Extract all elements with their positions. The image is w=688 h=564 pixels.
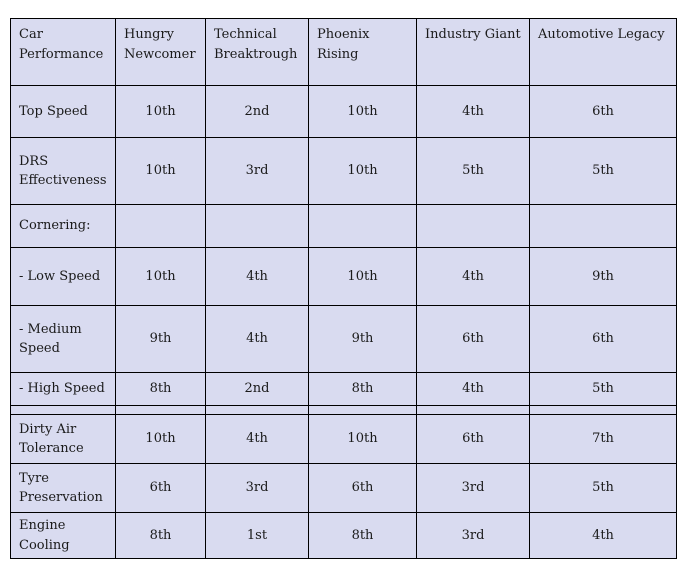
value-cell xyxy=(416,405,530,415)
value-cell: 3rd xyxy=(416,512,530,559)
header-cell-car-performance: Car Performance xyxy=(10,18,116,86)
value-cell: 2nd xyxy=(205,85,309,138)
value-cell: 6th xyxy=(115,463,206,513)
car-performance-table: Car Performance Hungry Newcomer Technica… xyxy=(10,18,677,559)
header-cell-phoenix-rising: Phoenix Rising xyxy=(308,18,417,86)
table-row: Dirty Air Tolerance 10th 4th 10th 6th 7t… xyxy=(10,414,677,464)
value-cell: 10th xyxy=(308,414,417,464)
row-label: - High Speed xyxy=(10,372,116,406)
value-cell xyxy=(529,405,677,415)
value-cell: 7th xyxy=(529,414,677,464)
value-cell: 6th xyxy=(529,85,677,138)
value-cell xyxy=(205,405,309,415)
value-cell: 9th xyxy=(115,305,206,373)
value-cell xyxy=(308,405,417,415)
table-row: DRS Effectiveness 10th 3rd 10th 5th 5th xyxy=(10,137,677,205)
value-cell xyxy=(529,204,677,248)
value-cell: 5th xyxy=(416,137,530,205)
row-label: Dirty Air Tolerance xyxy=(10,414,116,464)
value-cell: 3rd xyxy=(205,137,309,205)
value-cell: 4th xyxy=(205,414,309,464)
value-cell: 5th xyxy=(529,463,677,513)
row-label: - Medium Speed xyxy=(10,305,116,373)
value-cell: 1st xyxy=(205,512,309,559)
value-cell: 10th xyxy=(115,137,206,205)
value-cell: 10th xyxy=(308,85,417,138)
value-cell: 6th xyxy=(416,414,530,464)
value-cell: 2nd xyxy=(205,372,309,406)
value-cell: 6th xyxy=(416,305,530,373)
table-row: Top Speed 10th 2nd 10th 4th 6th xyxy=(10,85,677,138)
value-cell: 8th xyxy=(308,372,417,406)
value-cell: 10th xyxy=(308,247,417,306)
value-cell xyxy=(115,204,206,248)
value-cell: 4th xyxy=(416,85,530,138)
value-cell: 10th xyxy=(115,247,206,306)
value-cell: 10th xyxy=(115,85,206,138)
value-cell: 4th xyxy=(529,512,677,559)
value-cell: 9th xyxy=(308,305,417,373)
value-cell: 8th xyxy=(115,372,206,406)
table-row: Engine Cooling 8th 1st 8th 3rd 4th xyxy=(10,512,677,559)
value-cell: 4th xyxy=(205,247,309,306)
value-cell xyxy=(416,204,530,248)
value-cell: 4th xyxy=(416,247,530,306)
value-cell: 3rd xyxy=(416,463,530,513)
value-cell xyxy=(308,204,417,248)
value-cell xyxy=(205,204,309,248)
table-row: - High Speed 8th 2nd 8th 4th 5th xyxy=(10,372,677,406)
row-label: Engine Cooling xyxy=(10,512,116,559)
table-row: - Medium Speed 9th 4th 9th 6th 6th xyxy=(10,305,677,373)
value-cell: 8th xyxy=(308,512,417,559)
row-label: DRS Effectiveness xyxy=(10,137,116,205)
row-label xyxy=(10,405,116,415)
value-cell: 10th xyxy=(115,414,206,464)
table-row: Tyre Preservation 6th 3rd 6th 3rd 5th xyxy=(10,463,677,513)
value-cell: 5th xyxy=(529,372,677,406)
value-cell xyxy=(115,405,206,415)
value-cell: 4th xyxy=(416,372,530,406)
row-label: - Low Speed xyxy=(10,247,116,306)
table-header-row: Car Performance Hungry Newcomer Technica… xyxy=(10,18,677,86)
header-cell-technical-breaktrough: Technical Breaktrough xyxy=(205,18,309,86)
value-cell: 6th xyxy=(308,463,417,513)
row-label: Tyre Preservation xyxy=(10,463,116,513)
value-cell: 3rd xyxy=(205,463,309,513)
value-cell: 8th xyxy=(115,512,206,559)
value-cell: 10th xyxy=(308,137,417,205)
row-label: Cornering: xyxy=(10,204,116,248)
value-cell: 4th xyxy=(205,305,309,373)
value-cell: 9th xyxy=(529,247,677,306)
header-cell-automotive-legacy: Automotive Legacy xyxy=(529,18,677,86)
value-cell: 6th xyxy=(529,305,677,373)
header-cell-industry-giant: Industry Giant xyxy=(416,18,530,86)
value-cell: 5th xyxy=(529,137,677,205)
row-label: Top Speed xyxy=(10,85,116,138)
table-row: - Low Speed 10th 4th 10th 4th 9th xyxy=(10,247,677,306)
spacer-row xyxy=(10,405,677,415)
table-row: Cornering: xyxy=(10,204,677,248)
header-cell-hungry-newcomer: Hungry Newcomer xyxy=(115,18,206,86)
